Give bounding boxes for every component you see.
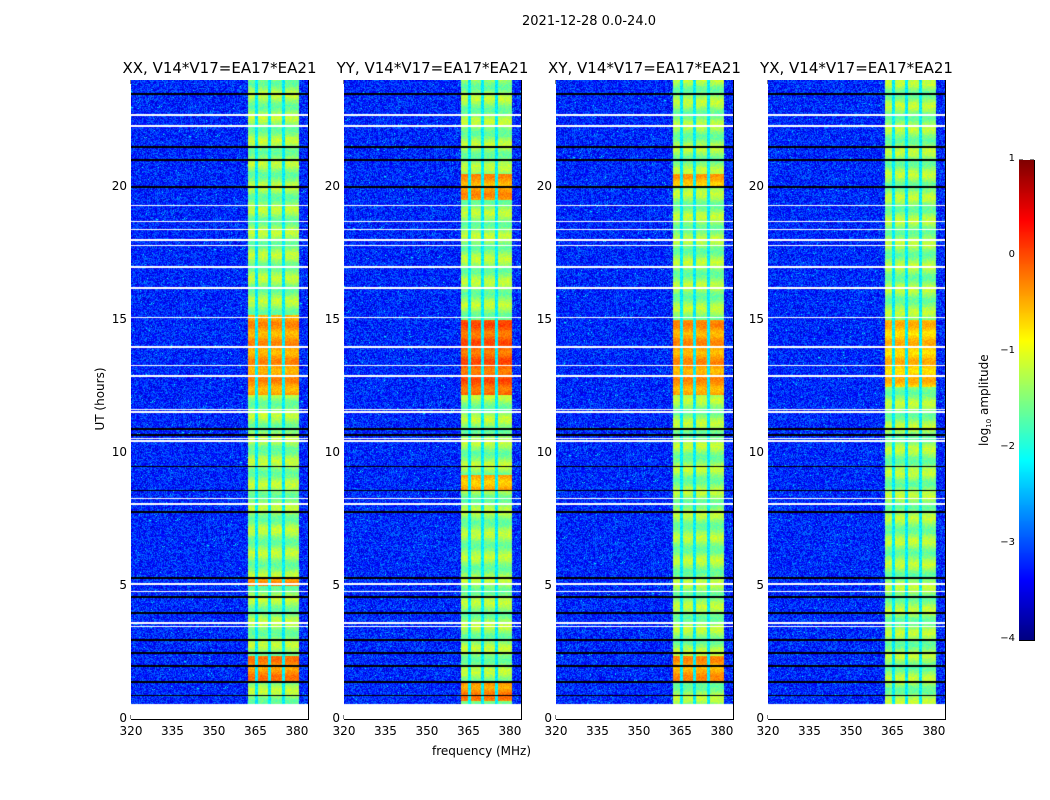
x-tick-label: 350 <box>202 724 226 738</box>
y-tick-label: 15 <box>536 311 552 326</box>
figure-title: 2021-12-28 0.0-24.0 <box>522 14 656 29</box>
x-tick-label: 320 <box>756 724 780 738</box>
x-tick-label: 380 <box>922 724 946 738</box>
colorbar-tick-label: 0 <box>1008 249 1015 260</box>
colorbar-label-sub: 10 <box>985 418 994 428</box>
colorbar-tick-label: −4 <box>1000 633 1015 644</box>
x-tick-label: 350 <box>839 724 863 738</box>
y-tick-label: 15 <box>111 311 127 326</box>
x-tick-label: 365 <box>244 724 267 738</box>
y-tick-label: 5 <box>544 577 552 592</box>
x-tick-label: 350 <box>415 724 439 738</box>
x-tick-label: 320 <box>544 724 568 738</box>
y-tick-label: 20 <box>111 178 127 193</box>
heatmap-panel-2 <box>344 80 521 719</box>
y-tick-label: 10 <box>324 444 340 459</box>
y-tick-label: 5 <box>332 577 340 592</box>
y-tick-label: 10 <box>748 444 764 459</box>
panel-title-1: XX, V14*V17=EA17*EA21 <box>122 59 317 77</box>
x-tick-label: 365 <box>881 724 904 738</box>
y-tick-label: 15 <box>324 311 340 326</box>
y-tick-label: 5 <box>756 577 764 592</box>
x-tick-label: 350 <box>627 724 651 738</box>
y-tick-label: 20 <box>748 178 764 193</box>
panel-title-4: YX, V14*V17=EA17*EA21 <box>760 59 953 77</box>
x-tick-label: 335 <box>374 724 397 738</box>
y-tick-label: 0 <box>332 711 340 725</box>
y-tick-label: 15 <box>748 311 764 326</box>
heatmap-panel-1 <box>131 80 308 719</box>
panel-title-3: XY, V14*V17=EA17*EA21 <box>548 59 741 77</box>
colorbar-label: log10 amplitude <box>977 345 993 455</box>
colorbar-tick-label: −3 <box>1000 537 1015 548</box>
y-tick-label: 10 <box>536 444 552 459</box>
colorbar-label-main: log <box>976 427 991 447</box>
x-axis-label: frequency (MHz) <box>432 744 532 758</box>
x-tick-label: 380 <box>498 724 522 738</box>
x-tick-label: 335 <box>586 724 609 738</box>
y-tick-label: 0 <box>544 711 552 725</box>
y-tick-label: 20 <box>536 178 552 193</box>
colorbar-tick-label: −2 <box>1000 441 1015 452</box>
x-tick-label: 320 <box>119 724 143 738</box>
x-tick-label: 365 <box>457 724 480 738</box>
x-tick-label: 335 <box>161 724 184 738</box>
x-tick-label: 320 <box>332 724 356 738</box>
colorbar-label-rest: amplitude <box>976 354 991 419</box>
heatmap-panel-4 <box>768 80 945 719</box>
y-tick-label: 0 <box>756 711 764 725</box>
colorbar-tick-label: −1 <box>1000 345 1015 356</box>
y-tick-label: 20 <box>324 178 340 193</box>
x-tick-label: 365 <box>669 724 692 738</box>
x-tick-label: 380 <box>710 724 734 738</box>
x-tick-label: 335 <box>798 724 821 738</box>
y-tick-label: 10 <box>111 444 127 459</box>
x-tick-label: 380 <box>285 724 309 738</box>
colorbar-tick-label: 1 <box>1008 153 1015 164</box>
y-axis-label: UT (hours) <box>93 367 107 431</box>
y-tick-label: 5 <box>119 577 127 592</box>
colorbar <box>1019 160 1034 640</box>
panel-title-2: YY, V14*V17=EA17*EA21 <box>336 59 529 77</box>
y-tick-label: 0 <box>119 711 127 725</box>
heatmap-panel-3 <box>556 80 733 719</box>
